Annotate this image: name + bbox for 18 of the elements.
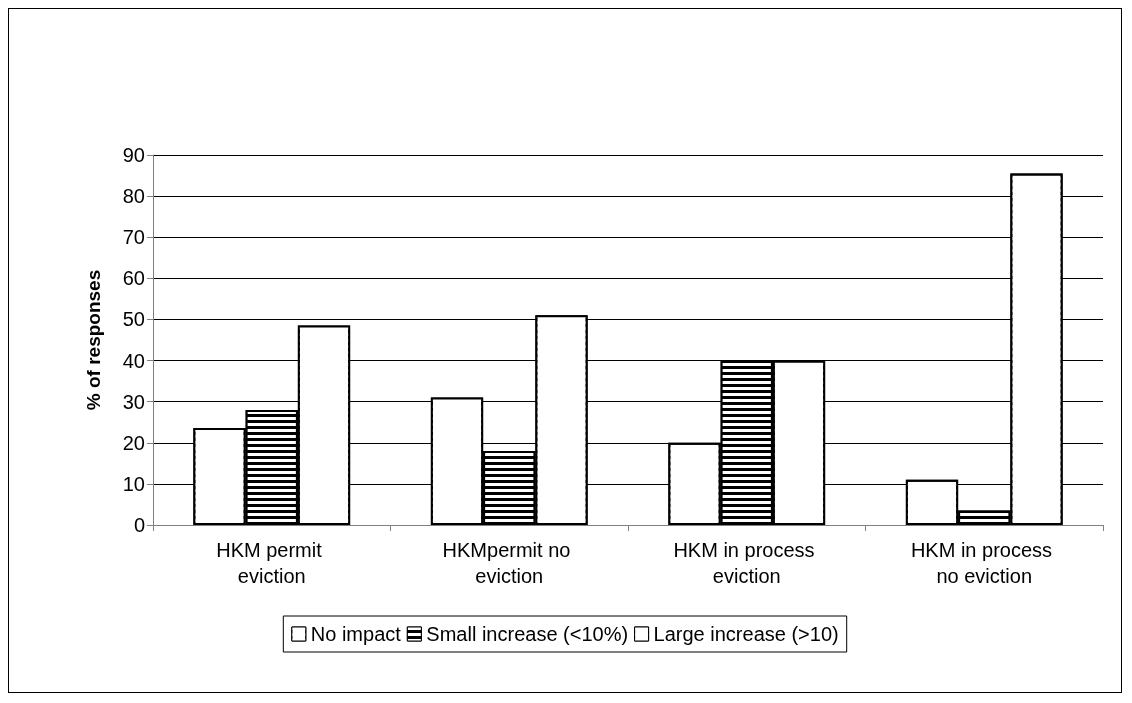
y-tick-label: 20 — [122, 431, 145, 454]
x-tick-label: HKMpermit no eviction — [442, 539, 576, 587]
legend-label: Small increase (<10%) — [426, 623, 629, 645]
y-tick-label: 60 — [122, 267, 145, 290]
legend-label: No impact — [310, 623, 402, 645]
legend-label: Large increase (>10) — [653, 623, 839, 645]
y-tick-label: 0 — [133, 514, 145, 536]
y-tick-label: 50 — [122, 308, 145, 331]
x-tick-label: HKM in process eviction — [673, 539, 821, 587]
y-tick-label: 80 — [122, 185, 145, 208]
y-tick-label: 30 — [122, 390, 145, 413]
y-tick-label: 40 — [122, 349, 145, 372]
y-axis-title: % of responses — [83, 269, 104, 411]
y-tick-label: 70 — [122, 226, 145, 249]
y-tick-label: 90 — [122, 144, 145, 166]
x-tick-label: HKM permit eviction — [216, 539, 328, 587]
y-tick-label: 10 — [122, 472, 145, 495]
x-tick-label: HKM in process no eviction — [910, 539, 1058, 587]
